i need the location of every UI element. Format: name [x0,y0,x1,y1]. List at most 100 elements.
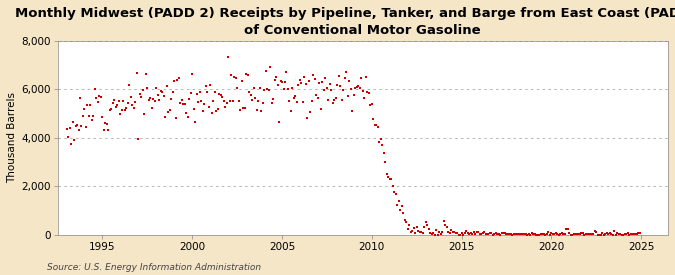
Point [550,230,561,235]
Point [138,87,148,92]
Point [593,232,603,237]
Point [166,97,177,101]
Point [610,232,621,237]
Point [178,102,188,106]
Point [401,220,412,225]
Point [325,82,335,86]
Point [202,90,213,94]
Point [507,232,518,237]
Point [252,99,263,103]
Point [271,75,281,79]
Point [188,106,199,111]
Point [477,231,488,235]
Point [251,108,262,112]
Point [76,124,87,128]
Point [539,232,549,236]
Point [250,95,261,100]
Point [439,222,450,227]
Point [294,77,305,82]
Point [460,229,471,233]
Point [143,98,154,103]
Point [373,124,383,129]
Point [126,95,136,99]
Point [383,175,394,179]
Point [449,230,460,234]
Point [113,99,124,103]
Point [121,106,132,111]
Point [458,232,468,237]
Point [589,229,600,233]
Point [92,100,103,104]
Point [601,231,612,236]
Point [359,95,370,100]
Point [196,98,207,103]
Point [418,225,429,230]
Point [194,89,205,94]
Point [175,101,186,105]
Point [533,232,543,237]
Point [450,231,461,235]
Point [64,126,75,131]
Point [365,103,376,108]
Point [528,232,539,237]
Point [266,101,277,106]
Point [149,99,160,103]
Point [333,74,344,79]
Point [155,89,166,93]
Point [369,123,380,128]
Point [417,231,428,236]
Point [398,211,408,216]
Point [546,231,557,236]
Point [154,98,165,102]
Point [191,92,202,97]
Point [512,232,522,236]
Point [296,81,307,85]
Point [444,230,455,235]
Point [256,108,267,113]
Point [422,222,433,227]
Point [574,232,585,236]
Point [103,127,114,132]
Point [489,232,500,236]
Point [344,79,355,84]
Point [348,92,359,97]
Point [218,99,229,103]
Point [520,232,531,236]
Point [190,119,200,124]
Point [481,231,492,236]
Point [323,97,334,102]
Point [432,232,443,237]
Point [342,94,353,98]
Point [86,118,97,122]
Point [336,98,347,102]
Point [491,231,502,235]
Point [244,90,254,94]
Point [172,78,183,82]
Point [455,232,466,237]
Point [547,232,558,236]
Point [254,86,265,91]
Point [163,110,173,115]
Point [377,142,387,147]
Point [426,232,437,236]
Point [367,102,377,106]
Point [555,232,566,236]
Point [514,232,525,236]
Point [627,232,638,236]
Point [354,86,365,90]
Point [573,232,584,236]
Point [425,230,435,235]
Point [61,127,72,131]
Point [371,122,381,127]
Point [275,79,286,83]
Point [545,232,556,237]
Point [122,100,133,105]
Point [63,135,74,140]
Point [468,230,479,234]
Point [272,82,283,87]
Point [105,108,115,113]
Point [207,110,217,115]
Point [560,232,570,236]
Point [483,232,494,236]
Point [73,128,84,132]
